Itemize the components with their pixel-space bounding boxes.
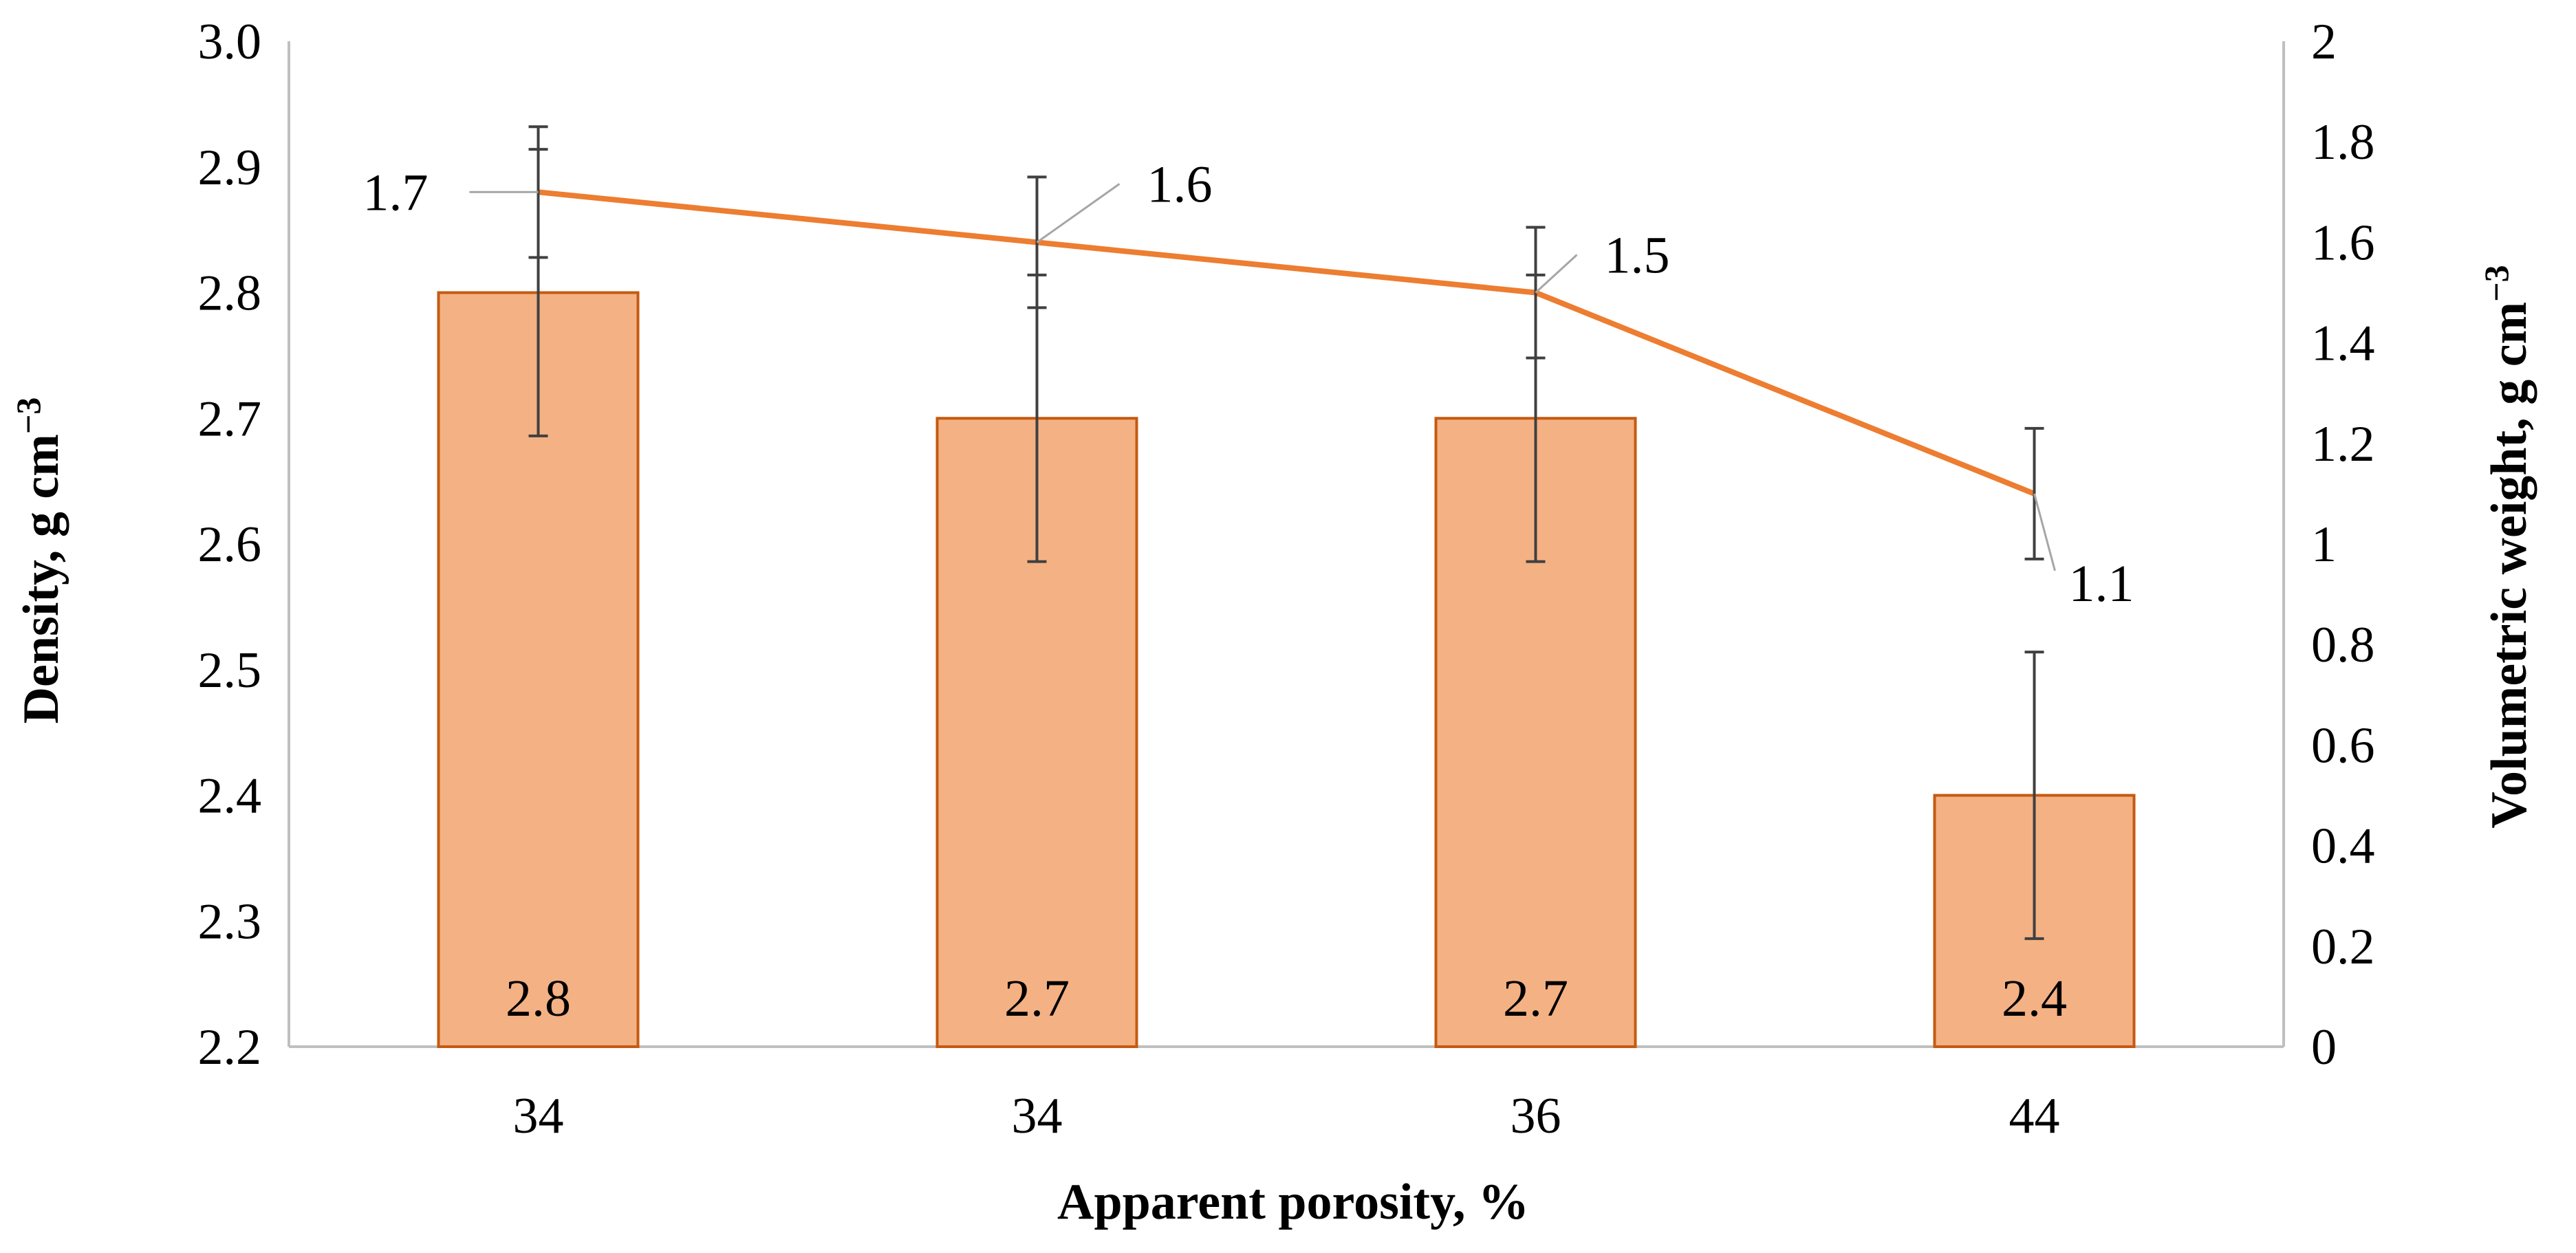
x-tick-label: 34 [1012,1088,1063,1144]
left-axis-title-sup: −3 [9,397,47,435]
right-tick-label: 1.6 [2311,215,2375,271]
left-axis-title-text: Density, g cm [13,434,69,723]
line-value-label: 1.6 [1147,155,1213,213]
left-tick-label: 2.4 [198,768,262,825]
right-tick-label: 1 [2311,516,2337,573]
right-axis-title: Volumetric weight, g cm−3 [2477,265,2537,828]
right-tick-label: 0.6 [2311,717,2375,774]
left-tick-label: 2.9 [198,140,262,196]
x-axis-title: Apparent porosity, % [1057,1174,1529,1230]
line-label-leaders [469,183,2056,571]
bar-value-label: 2.7 [1503,970,1568,1027]
line-label-leader [1535,254,1578,294]
bar-value-label: 2.4 [2002,970,2067,1027]
right-tick-label: 2 [2311,14,2337,70]
tick-labels: 2.2 2.3 2.4 2.5 2.6 2.7 2.8 2.9 3.0 0 0.2 0.4 0.6 0.8… [198,14,2375,1144]
right-tick-label: 1.2 [2311,416,2375,472]
x-tick-label: 36 [1511,1088,1561,1144]
right-tick-label: 0.4 [2311,818,2375,875]
right-tick-label: 0.8 [2311,617,2375,673]
bar-value-label: 2.8 [506,970,571,1027]
data-labels: 2.8 2.7 2.7 2.4 1.7 1.6 1.5 1.1 [363,155,2134,1027]
line-value-label: 1.1 [2069,555,2134,613]
left-axis-title: Density, g cm−3 [9,397,69,724]
left-tick-label: 2.7 [198,391,262,447]
line-value-label: 1.7 [363,164,429,221]
right-axis-title-text: Volumetric weight, g cm [2481,302,2537,829]
line-label-leader [1036,183,1121,243]
volumetric-weight-line [538,189,2035,497]
bar-series [437,291,2136,1048]
left-tick-label: 2.2 [198,1019,262,1076]
right-tick-label: 1.8 [2311,114,2375,171]
left-tick-label: 2.5 [198,642,262,699]
line-value-label: 1.5 [1605,227,1670,285]
right-tick-label: 0.2 [2311,919,2375,975]
line-label-leader [2033,493,2056,571]
line-error-bars [528,125,2044,560]
left-tick-label: 2.8 [198,265,262,322]
left-tick-label: 3.0 [198,14,262,70]
left-tick-label: 2.6 [198,516,262,573]
x-tick-label: 34 [513,1088,564,1144]
right-axis-title-sup: −3 [2477,265,2515,302]
right-tick-label: 0 [2311,1019,2337,1076]
bar-value-label: 2.7 [1004,970,1070,1027]
x-tick-label: 44 [2009,1088,2060,1144]
left-tick-label: 2.3 [198,893,262,950]
line-series [538,189,2035,497]
right-tick-label: 1.4 [2311,316,2375,372]
